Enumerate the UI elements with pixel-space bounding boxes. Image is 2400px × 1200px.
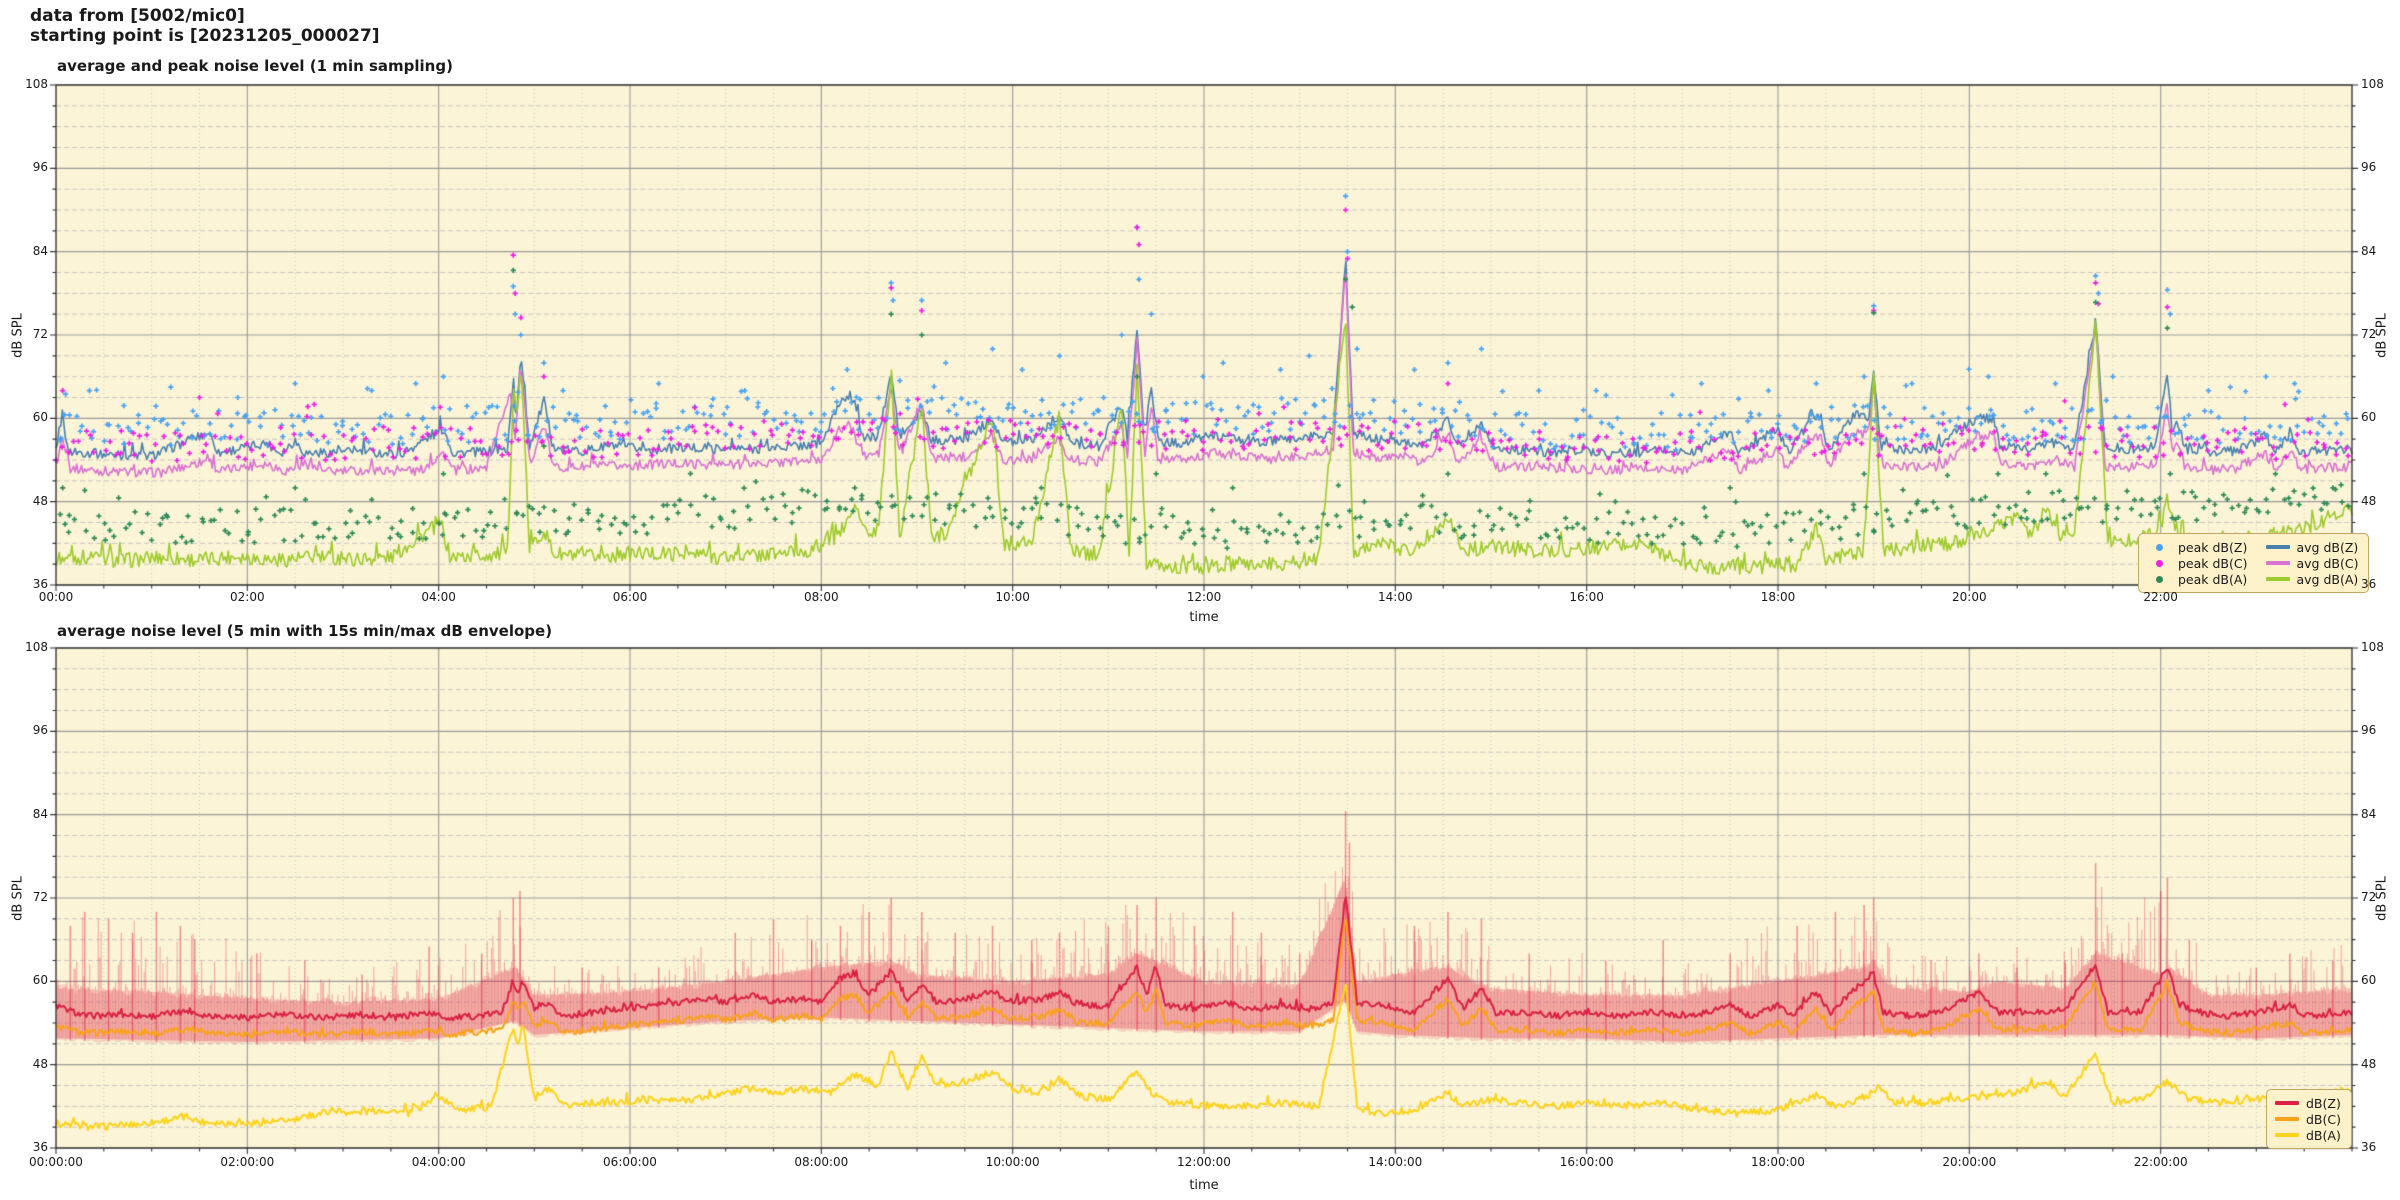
legend-column: dB(Z) dB(C) dB(A) <box>2275 1095 2341 1143</box>
bottom-chart-legend: dB(Z) dB(C) dB(A) <box>2266 1089 2352 1149</box>
scatter-marker-swatch <box>2156 559 2163 567</box>
x-tick-label: 02:00:00 <box>220 1155 275 1169</box>
x-tick-label: 00:00 <box>38 590 74 604</box>
x-tick-label: 10:00:00 <box>985 1155 1040 1169</box>
header-line-source: data from [5002/mic0] <box>30 6 245 26</box>
line-swatch <box>2275 1101 2299 1105</box>
legend-item-avg-db-c-: avg dB(C) <box>2265 555 2359 571</box>
y-tick-label-right: 36 <box>2361 1140 2377 1154</box>
legend-label: dB(C) <box>2306 1111 2341 1127</box>
line-swatch <box>2265 577 2290 581</box>
y-tick-label-right: 84 <box>2361 243 2377 258</box>
y-tick-label-left: 84 <box>32 806 48 821</box>
x-tick-label: 22:00 <box>2143 590 2178 604</box>
line-swatch <box>2275 1133 2299 1137</box>
x-tick-label: 08:00 <box>804 590 839 604</box>
y-tick-label-right: 48 <box>2361 1056 2377 1071</box>
legend-label: peak dB(Z) <box>2178 539 2248 555</box>
y-tick-label-left: 60 <box>32 973 48 988</box>
y-tick-label-right: 60 <box>2361 973 2377 988</box>
y-tick-label-right: 108 <box>2361 77 2384 91</box>
y-tick-label-left: 36 <box>32 577 48 591</box>
y-tick-label-left: 72 <box>32 327 48 341</box>
scatter-marker-swatch <box>2156 543 2163 551</box>
legend-label: avg dB(C) <box>2296 555 2359 571</box>
bottom-chart-xlabel: time <box>1189 1178 1219 1193</box>
x-tick-label: 08:00:00 <box>794 1155 849 1169</box>
y-tick-label-right: 72 <box>2361 327 2377 341</box>
y-tick-label-right: 60 <box>2361 410 2377 425</box>
top-chart-legend: peak dB(Z) peak dB(C) peak dB(A) avg dB(Z) a… <box>2138 533 2370 593</box>
x-tick-label: 20:00:00 <box>1942 1155 1997 1169</box>
line-swatch <box>2265 545 2290 549</box>
y-tick-label-left: 36 <box>32 1140 48 1154</box>
y-tick-label-right: 36 <box>2361 577 2377 591</box>
y-tick-label-left: 48 <box>32 1056 48 1071</box>
y-tick-label-right: 108 <box>2361 640 2384 654</box>
x-tick-label: 16:00:00 <box>1559 1155 1614 1169</box>
y-tick-label-right: 96 <box>2361 160 2377 175</box>
legend-item-avg-db-z-: avg dB(Z) <box>2265 539 2359 555</box>
x-tick-label: 18:00:00 <box>1751 1155 1805 1169</box>
legend-label: dB(A) <box>2306 1127 2341 1143</box>
legend-column: avg dB(Z) avg dB(C) avg dB(A) <box>2265 539 2359 587</box>
legend-label: peak dB(A) <box>2178 571 2248 587</box>
legend-label: avg dB(Z) <box>2296 539 2359 555</box>
legend-label: peak dB(C) <box>2178 555 2248 571</box>
y-tick-label-right: 84 <box>2361 806 2377 821</box>
scatter-marker-swatch <box>2156 575 2163 583</box>
line-swatch <box>2275 1117 2299 1121</box>
x-tick-label: 12:00 <box>1186 590 1222 604</box>
x-tick-label: 20:00 <box>1952 590 1987 604</box>
x-tick-label: 14:00:00 <box>1368 1155 1423 1169</box>
y-tick-label-right: 96 <box>2361 723 2377 738</box>
top-chart-ylabel-right: dB SPL <box>2374 313 2390 358</box>
x-tick-label: 06:00:00 <box>603 1155 657 1169</box>
x-tick-label: 04:00 <box>421 590 456 604</box>
bottom-chart-ylabel-right: dB SPL <box>2374 876 2390 921</box>
x-tick-label: 14:00 <box>1378 590 1413 604</box>
x-tick-label: 06:00 <box>612 590 648 604</box>
line-swatch <box>2265 561 2290 565</box>
y-tick-label-left: 72 <box>32 890 48 904</box>
x-tick-label: 18:00 <box>1760 590 1796 604</box>
x-tick-label: 10:00 <box>995 590 1030 604</box>
legend-item-db-z-: dB(Z) <box>2275 1095 2341 1111</box>
x-tick-label: 00:00:00 <box>29 1155 83 1169</box>
x-tick-label: 04:00:00 <box>411 1155 466 1169</box>
legend-item-peak-db-z-: peak dB(Z) <box>2147 539 2248 555</box>
top-chart-title: average and peak noise level (1 min samp… <box>57 57 453 75</box>
legend-item-db-a-: dB(A) <box>2275 1127 2341 1143</box>
legend-item-db-c-: dB(C) <box>2275 1111 2341 1127</box>
y-tick-label-right: 48 <box>2361 493 2377 508</box>
legend-item-avg-db-a-: avg dB(A) <box>2265 571 2359 587</box>
y-tick-label-left: 96 <box>32 723 48 738</box>
legend-item-peak-db-c-: peak dB(C) <box>2147 555 2248 571</box>
y-tick-label-left: 60 <box>32 410 48 425</box>
legend-item-peak-db-a-: peak dB(A) <box>2147 571 2248 587</box>
y-tick-label-left: 48 <box>32 493 48 508</box>
legend-label: dB(Z) <box>2306 1095 2341 1111</box>
y-tick-label-left: 108 <box>25 640 48 654</box>
header-line-start: starting point is [20231205_000027] <box>30 26 380 46</box>
y-tick-label-left: 108 <box>25 77 48 91</box>
y-tick-label-left: 96 <box>32 160 48 175</box>
x-tick-label: 02:00 <box>230 590 265 604</box>
y-tick-label-left: 84 <box>32 243 48 258</box>
x-tick-label: 12:00:00 <box>1177 1155 1231 1169</box>
legend-column: peak dB(Z) peak dB(C) peak dB(A) <box>2147 539 2248 587</box>
x-tick-label: 22:00:00 <box>2133 1155 2188 1169</box>
top-chart-xlabel: time <box>1189 610 1219 625</box>
bottom-chart-title: average noise level (5 min with 15s min/… <box>57 622 553 640</box>
y-tick-label-right: 72 <box>2361 890 2377 904</box>
legend-label: avg dB(A) <box>2296 571 2359 587</box>
x-tick-label: 16:00 <box>1569 590 1604 604</box>
